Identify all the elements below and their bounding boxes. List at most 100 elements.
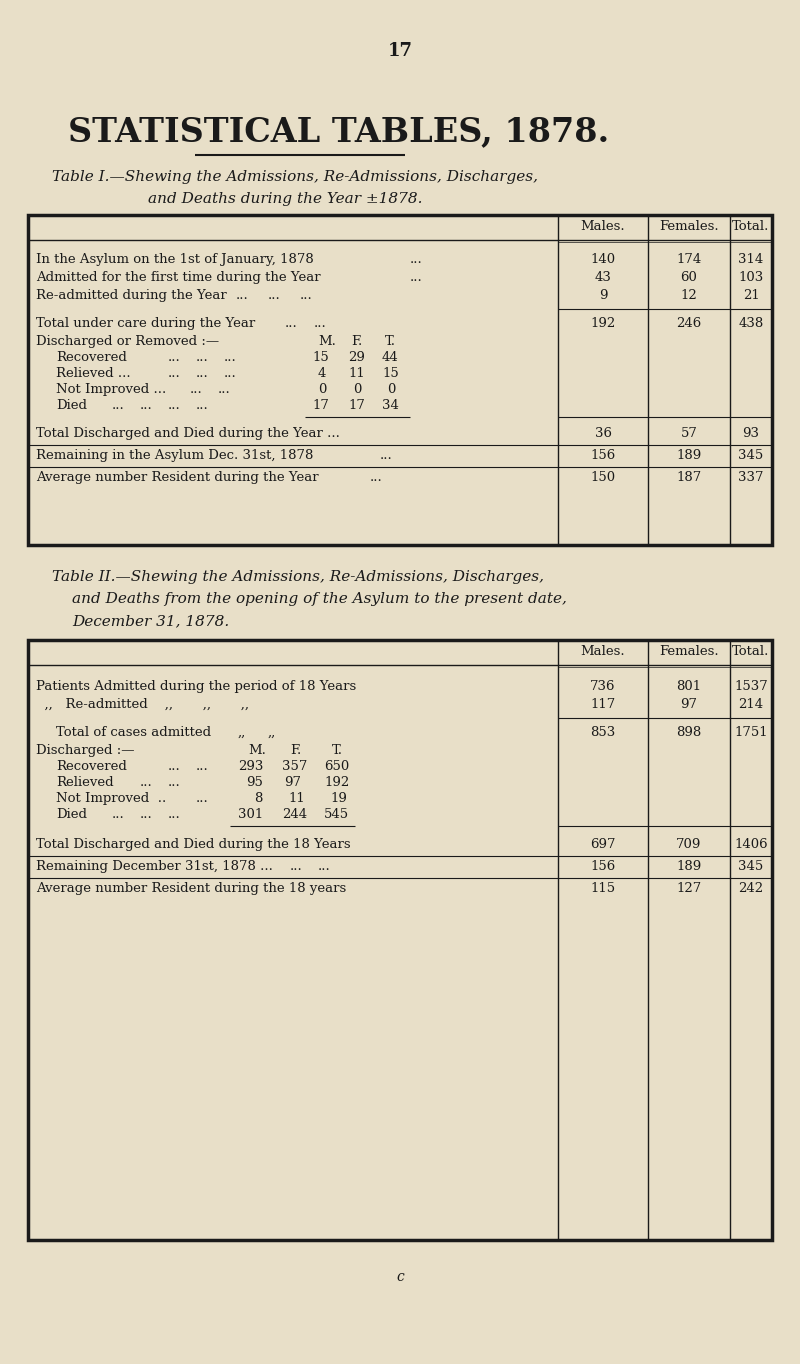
Text: 246: 246 (676, 316, 702, 330)
Text: Females.: Females. (659, 645, 719, 657)
Text: Patients Admitted during the period of 18 Years: Patients Admitted during the period of 1… (36, 681, 356, 693)
Text: ...: ... (314, 316, 326, 330)
Text: ...: ... (370, 471, 382, 484)
Text: 650: 650 (324, 760, 350, 773)
Text: 93: 93 (742, 427, 759, 441)
Text: 17: 17 (312, 400, 329, 412)
Text: 34: 34 (382, 400, 399, 412)
Text: 44: 44 (382, 351, 398, 364)
Bar (28, 216, 772, 546)
Text: 545: 545 (324, 807, 349, 821)
Text: 345: 345 (738, 859, 764, 873)
Text: 192: 192 (324, 776, 350, 788)
Text: ...: ... (318, 859, 330, 873)
Text: 11: 11 (348, 367, 365, 381)
Text: Females.: Females. (659, 220, 719, 233)
Text: F.: F. (290, 743, 302, 757)
Text: 1751: 1751 (734, 726, 768, 739)
Text: Recovered: Recovered (56, 351, 127, 364)
Text: 189: 189 (676, 449, 702, 462)
Text: 43: 43 (594, 271, 611, 284)
Text: ...: ... (268, 289, 281, 301)
Text: ...: ... (140, 400, 153, 412)
Text: and Deaths during the Year ±1878.: and Deaths during the Year ±1878. (148, 192, 422, 206)
Text: 301: 301 (238, 807, 263, 821)
Text: Not Improved ...: Not Improved ... (56, 383, 166, 396)
Text: Total Discharged and Died during the 18 Years: Total Discharged and Died during the 18 … (36, 837, 350, 851)
Text: 709: 709 (676, 837, 702, 851)
Text: 17: 17 (348, 400, 365, 412)
Text: Not Improved  ..: Not Improved .. (56, 792, 166, 805)
Text: ...: ... (190, 383, 202, 396)
Text: ...: ... (112, 807, 125, 821)
Text: 103: 103 (738, 271, 764, 284)
Text: Total Discharged and Died during the Year ...: Total Discharged and Died during the Yea… (36, 427, 340, 441)
Text: 97: 97 (681, 698, 698, 711)
Text: 192: 192 (590, 316, 616, 330)
Text: STATISTICAL TABLES, 1878.: STATISTICAL TABLES, 1878. (68, 115, 610, 149)
Text: 801: 801 (677, 681, 702, 693)
Text: ...: ... (300, 289, 313, 301)
Text: 1406: 1406 (734, 837, 768, 851)
Text: M.: M. (248, 743, 266, 757)
Text: ...: ... (168, 807, 181, 821)
Text: ...: ... (196, 792, 209, 805)
Text: Males.: Males. (581, 645, 626, 657)
Text: 8: 8 (254, 792, 262, 805)
Text: ...: ... (168, 367, 181, 381)
Text: 853: 853 (590, 726, 616, 739)
Text: 438: 438 (738, 316, 764, 330)
Text: ...: ... (140, 807, 153, 821)
Text: ...: ... (140, 776, 153, 788)
Text: Total under care during the Year: Total under care during the Year (36, 316, 255, 330)
Text: Remaining December 31st, 1878 ...: Remaining December 31st, 1878 ... (36, 859, 273, 873)
Text: 36: 36 (594, 427, 611, 441)
Text: Total.: Total. (732, 645, 770, 657)
Text: 156: 156 (590, 859, 616, 873)
Text: ...: ... (224, 351, 237, 364)
Text: ,,   Re-admitted    ,,       ,,       ,,: ,, Re-admitted ,, ,, ,, (36, 698, 249, 711)
Text: Discharged :—: Discharged :— (36, 743, 134, 757)
Text: ...: ... (168, 400, 181, 412)
Text: ...: ... (410, 271, 422, 284)
Text: Table I.—Shewing the Admissions, Re-Admissions, Discharges,: Table I.—Shewing the Admissions, Re-Admi… (52, 170, 538, 184)
Text: ...: ... (236, 289, 249, 301)
Text: 29: 29 (348, 351, 365, 364)
Text: Admitted for the first time during the Year: Admitted for the first time during the Y… (36, 271, 321, 284)
Text: 21: 21 (742, 289, 759, 301)
Text: 0: 0 (353, 383, 362, 396)
Text: 17: 17 (387, 42, 413, 60)
Text: 11: 11 (288, 792, 305, 805)
Text: and Deaths from the opening of the Asylum to the present date,: and Deaths from the opening of the Asylu… (72, 592, 567, 606)
Text: 15: 15 (382, 367, 398, 381)
Text: 19: 19 (330, 792, 347, 805)
Text: ...: ... (168, 776, 181, 788)
Text: ...: ... (290, 859, 302, 873)
Text: ...: ... (285, 316, 298, 330)
Text: c: c (396, 1270, 404, 1284)
Text: 189: 189 (676, 859, 702, 873)
Text: Average number Resident during the Year: Average number Resident during the Year (36, 471, 318, 484)
Text: Discharged or Removed :—: Discharged or Removed :— (36, 336, 219, 348)
Text: 117: 117 (590, 698, 616, 711)
Text: December 31, 1878.: December 31, 1878. (72, 614, 230, 627)
Text: Males.: Males. (581, 220, 626, 233)
Text: 345: 345 (738, 449, 764, 462)
Text: Average number Resident during the 18 years: Average number Resident during the 18 ye… (36, 883, 346, 895)
Text: M.: M. (318, 336, 336, 348)
Text: ,,: ,, (238, 726, 246, 739)
Text: F.: F. (351, 336, 362, 348)
Text: 357: 357 (282, 760, 307, 773)
Text: ,,: ,, (268, 726, 276, 739)
Text: 736: 736 (590, 681, 616, 693)
Text: 337: 337 (738, 471, 764, 484)
Text: 898: 898 (676, 726, 702, 739)
Text: 115: 115 (590, 883, 615, 895)
Text: 95: 95 (246, 776, 263, 788)
Text: ...: ... (410, 252, 422, 266)
Text: 1537: 1537 (734, 681, 768, 693)
Text: ...: ... (112, 400, 125, 412)
Text: 174: 174 (676, 252, 702, 266)
Text: 9: 9 (598, 289, 607, 301)
Text: Relieved ...: Relieved ... (56, 367, 130, 381)
